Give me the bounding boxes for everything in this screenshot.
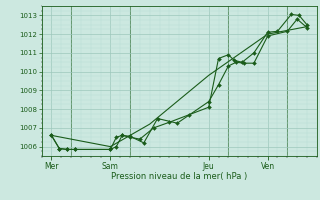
X-axis label: Pression niveau de la mer( hPa ): Pression niveau de la mer( hPa ) [111,172,247,181]
